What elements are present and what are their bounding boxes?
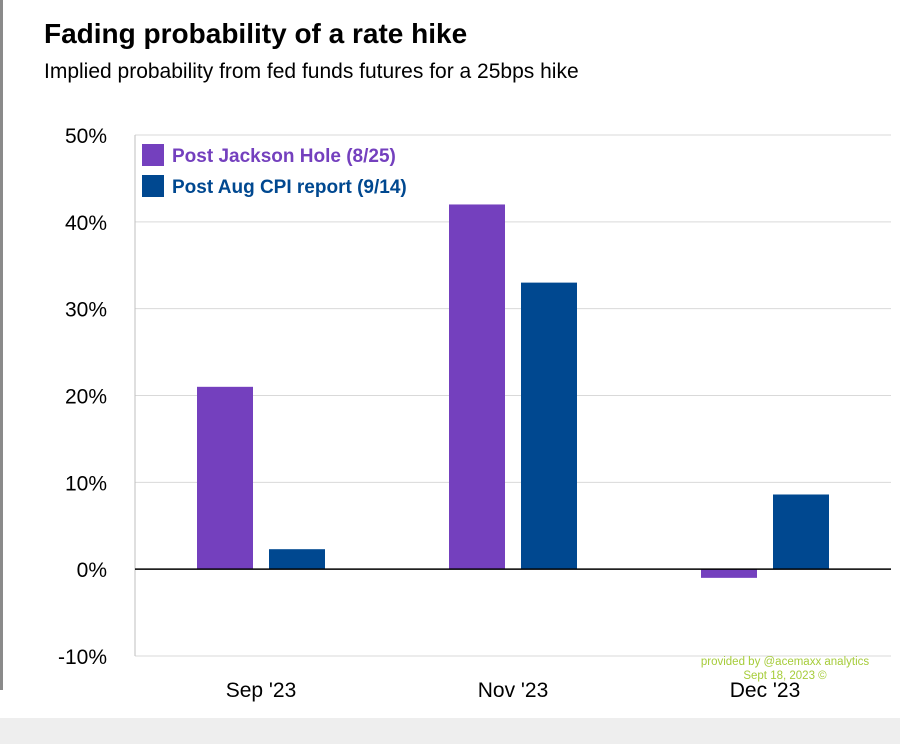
y-tick-label: -10%	[58, 646, 107, 669]
watermark-line-1: provided by @acemaxx analytics	[700, 656, 870, 668]
legend-label: Post Jackson Hole (8/25)	[172, 146, 396, 167]
x-tick-label: Dec '23	[730, 679, 801, 702]
bar	[521, 282, 577, 570]
watermark-line-2: Sept 18, 2023 ©	[743, 670, 827, 682]
legend-label: Post Aug CPI report (9/14)	[172, 177, 407, 198]
x-tick-label: Nov '23	[478, 679, 549, 702]
y-tick-label: 40%	[65, 212, 107, 235]
bar	[197, 386, 253, 570]
legend-swatch	[142, 144, 164, 166]
y-tick-label: 30%	[65, 299, 107, 322]
chart-title: Fading probability of a rate hike	[44, 18, 468, 49]
y-tick-label: 0%	[77, 559, 107, 582]
y-tick-label: 10%	[65, 472, 107, 495]
bottom-band	[0, 718, 900, 744]
left-border-rule	[0, 0, 3, 690]
y-tick-label: 50%	[65, 125, 107, 148]
bar	[701, 569, 757, 578]
legend-swatch	[142, 175, 164, 197]
chart-subtitle: Implied probability from fed funds futur…	[44, 60, 579, 83]
y-tick-label: 20%	[65, 386, 107, 409]
bar	[449, 204, 505, 570]
bar	[773, 494, 829, 570]
bar	[269, 549, 325, 570]
watermark: provided by @acemaxx analytics Sept 18, …	[640, 655, 900, 683]
x-tick-label: Sep '23	[226, 679, 297, 702]
